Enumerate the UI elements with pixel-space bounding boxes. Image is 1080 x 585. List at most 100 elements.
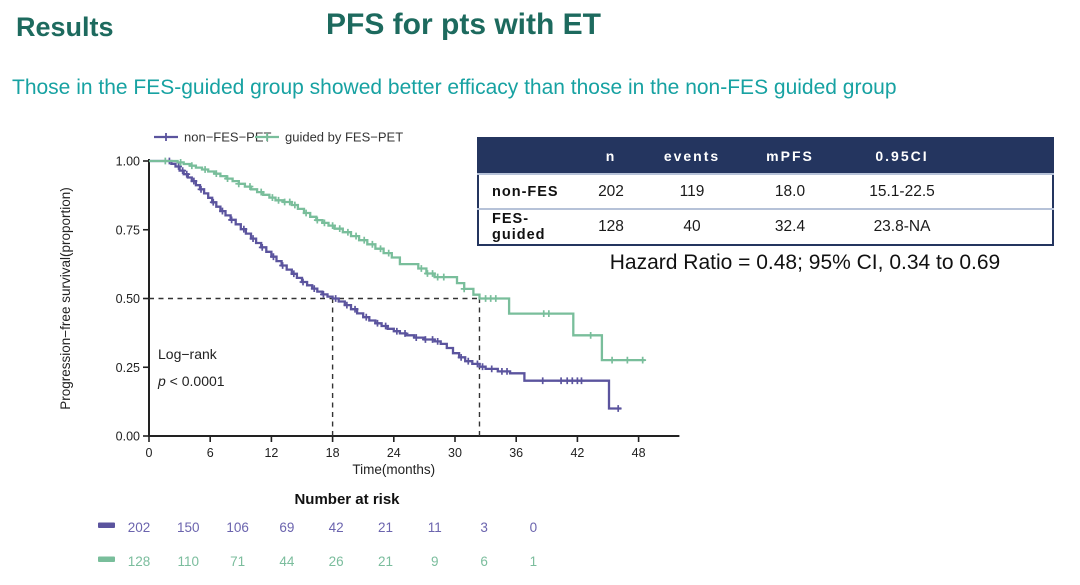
censor-mark bbox=[177, 158, 185, 166]
risk-count: 71 bbox=[230, 554, 245, 569]
x-tick-label: 6 bbox=[207, 446, 214, 460]
x-tick-label: 12 bbox=[264, 446, 278, 460]
censor-mark bbox=[587, 331, 595, 339]
censor-mark bbox=[336, 225, 344, 233]
censor-mark bbox=[351, 305, 359, 313]
censor-mark bbox=[212, 170, 220, 178]
censor-mark bbox=[321, 219, 328, 227]
censor-mark bbox=[457, 353, 465, 361]
censor-mark bbox=[279, 262, 287, 269]
censor-mark bbox=[209, 198, 217, 206]
censor-mark bbox=[257, 188, 265, 196]
censor-mark bbox=[344, 228, 352, 236]
censor-mark bbox=[246, 183, 254, 190]
risk-count: 44 bbox=[279, 554, 295, 569]
x-tick-label: 48 bbox=[632, 446, 646, 460]
censor-mark bbox=[422, 336, 429, 343]
censor-mark bbox=[249, 235, 257, 242]
row-label-non-fes: non-FES bbox=[492, 183, 559, 200]
summary-col-spacer bbox=[962, 138, 1053, 174]
risk-row-dash bbox=[98, 522, 115, 528]
x-tick-label: 36 bbox=[509, 446, 523, 460]
summary-header-row: n events mPFS 0.95CI bbox=[478, 138, 1053, 174]
censor-mark bbox=[385, 249, 393, 257]
censor-mark bbox=[557, 377, 565, 385]
censor-mark bbox=[270, 253, 277, 261]
risk-count: 11 bbox=[428, 520, 442, 535]
censor-mark bbox=[382, 322, 390, 330]
risk-count: 106 bbox=[226, 520, 249, 535]
page-title: PFS for pts with ET bbox=[326, 8, 601, 41]
censor-mark bbox=[269, 194, 276, 201]
km-plot: 1.000.750.500.250.000 6 12 18 24 30 36 42 48Time… bbox=[58, 130, 680, 569]
y-tick-label: 0.50 bbox=[116, 292, 140, 306]
x-axis-label: Time(months) bbox=[352, 462, 435, 477]
risk-count: 202 bbox=[128, 520, 151, 535]
risk-count: 21 bbox=[378, 520, 393, 535]
censor-mark bbox=[219, 207, 226, 215]
censor-mark bbox=[434, 273, 442, 281]
summary-col-events: events bbox=[646, 138, 738, 174]
legend-plus-icon bbox=[263, 133, 271, 141]
censor-mark bbox=[228, 216, 236, 224]
censor-mark bbox=[464, 357, 472, 365]
y-tick-label: 1.00 bbox=[116, 155, 140, 169]
summary-col-n: n bbox=[576, 138, 646, 174]
slide-subtitle: Those in the FES-guided group showed bet… bbox=[12, 76, 897, 99]
censor-mark bbox=[329, 222, 336, 230]
censor-mark bbox=[362, 313, 370, 321]
risk-table-title: Number at risk bbox=[294, 491, 400, 508]
risk-count: 110 bbox=[178, 554, 200, 569]
censor-mark bbox=[417, 265, 425, 272]
censor-mark bbox=[302, 209, 310, 217]
censor-mark bbox=[639, 356, 647, 364]
censor-mark bbox=[539, 377, 547, 385]
censor-mark bbox=[240, 225, 248, 233]
censor-mark bbox=[320, 290, 327, 298]
censor-mark bbox=[313, 216, 321, 224]
censor-mark bbox=[275, 196, 282, 204]
censor-mark bbox=[197, 185, 205, 193]
x-tick-label: 24 bbox=[387, 446, 401, 460]
x-tick-label: 30 bbox=[448, 446, 462, 460]
row-label-fes-guided: FES-guided bbox=[492, 211, 546, 243]
results-kicker: Results bbox=[16, 12, 114, 42]
censor-mark bbox=[614, 405, 622, 412]
censor-mark bbox=[374, 319, 381, 327]
cell-n: 128 bbox=[598, 218, 624, 235]
censor-mark bbox=[460, 285, 468, 293]
censor-mark bbox=[393, 327, 401, 335]
risk-count: 21 bbox=[378, 554, 393, 569]
summary-col-ci: 0.95CI bbox=[842, 138, 962, 174]
y-axis-label: Progression−free survival(proportion) bbox=[58, 187, 73, 409]
summary-table: n events mPFS 0.95CI non-FES 202 119 18.… bbox=[477, 137, 1054, 246]
risk-count: 128 bbox=[128, 554, 151, 569]
censor-mark bbox=[179, 167, 187, 175]
censor-mark bbox=[310, 285, 318, 292]
censor-mark bbox=[608, 356, 616, 364]
censor-mark bbox=[224, 175, 231, 182]
censor-mark bbox=[299, 278, 307, 286]
x-tick-label: 42 bbox=[570, 446, 584, 460]
censor-mark bbox=[286, 198, 294, 206]
risk-count: 3 bbox=[480, 520, 488, 535]
censor-mark bbox=[343, 301, 351, 309]
risk-count: 42 bbox=[329, 520, 344, 535]
cell-ci: 23.8-NA bbox=[873, 218, 931, 235]
hazard-ratio-text: Hazard Ratio = 0.48; 95% CI, 0.34 to 0.6… bbox=[609, 251, 1001, 274]
x-tick-label: 18 bbox=[326, 446, 340, 460]
censor-mark bbox=[291, 201, 299, 209]
censor-mark bbox=[623, 356, 631, 364]
table-row: non-FES 202 119 18.0 15.1-22.5 bbox=[478, 174, 1053, 209]
risk-row-dash bbox=[98, 556, 115, 562]
y-tick-label: 0.75 bbox=[116, 223, 140, 237]
censor-mark bbox=[332, 295, 340, 302]
censor-mark bbox=[201, 166, 209, 173]
cell-n: 202 bbox=[598, 182, 624, 200]
risk-count: 26 bbox=[329, 554, 344, 569]
x-tick-label: 0 bbox=[146, 446, 153, 460]
censor-mark bbox=[578, 377, 585, 385]
censor-mark bbox=[183, 170, 191, 178]
censor-mark bbox=[434, 338, 442, 345]
censor-mark bbox=[492, 295, 500, 302]
